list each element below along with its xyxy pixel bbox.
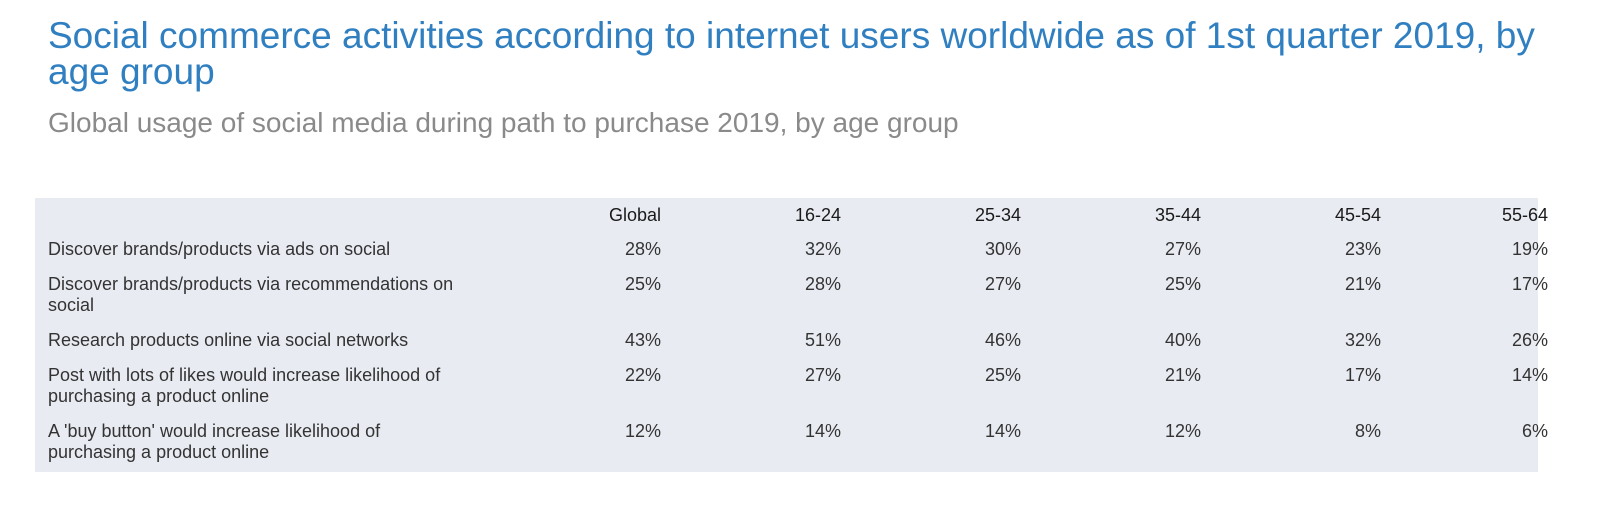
- row-label: Discover brands/products via recommendat…: [48, 274, 454, 315]
- table-cell: 28%: [624, 239, 661, 259]
- table-cell: 17%: [1511, 274, 1548, 294]
- table-cell: 25%: [624, 274, 661, 294]
- table-cell: 23%: [1344, 239, 1381, 259]
- table-cell: 28%: [804, 274, 841, 294]
- table-cell: 12%: [624, 421, 661, 441]
- data-table: Global 16-24 25-34 35-44 45-54 55-64 Dis…: [35, 198, 1561, 477]
- chart-title: Social commerce activities according to …: [48, 15, 1535, 92]
- table-cell: 40%: [1164, 330, 1201, 350]
- table-cell: 25%: [984, 365, 1021, 385]
- table-cell: 51%: [804, 330, 841, 350]
- table-cell: 43%: [624, 330, 661, 350]
- table-cell: 19%: [1511, 239, 1548, 259]
- table-row: A 'buy button' would increase likelihood…: [35, 421, 1561, 477]
- table-cell: 27%: [984, 274, 1021, 294]
- table-row: Research products online via social netw…: [35, 330, 1561, 365]
- row-label: Research products online via social netw…: [48, 330, 409, 350]
- table-cell: 25%: [1164, 274, 1201, 294]
- column-header: 16-24: [794, 205, 841, 225]
- table-cell: 6%: [1521, 421, 1548, 441]
- table-cell: 46%: [984, 330, 1021, 350]
- column-header: 25-34: [974, 205, 1021, 225]
- table-row: Discover brands/products via ads on soci…: [35, 239, 1561, 274]
- table-cell: 12%: [1164, 421, 1201, 441]
- column-header: Global: [608, 205, 661, 225]
- column-header: 35-44: [1154, 205, 1201, 225]
- data-table-container: Global 16-24 25-34 35-44 45-54 55-64 Dis…: [35, 198, 1548, 472]
- table-cell: 14%: [1511, 365, 1548, 385]
- table-cell: 8%: [1354, 421, 1381, 441]
- table-row: Discover brands/products via recommendat…: [35, 274, 1561, 330]
- table-cell: 27%: [804, 365, 841, 385]
- table-cell: 21%: [1164, 365, 1201, 385]
- table-cell: 32%: [1344, 330, 1381, 350]
- table-cell: 22%: [624, 365, 661, 385]
- table-cell: 17%: [1344, 365, 1381, 385]
- table-cell: 26%: [1511, 330, 1548, 350]
- table-header-row: Global 16-24 25-34 35-44 45-54 55-64: [35, 198, 1561, 239]
- row-label: A 'buy button' would increase likelihood…: [48, 421, 381, 462]
- row-label: Discover brands/products via ads on soci…: [48, 239, 391, 259]
- table-cell: 30%: [984, 239, 1021, 259]
- column-header: 45-54: [1334, 205, 1381, 225]
- table-cell: 14%: [804, 421, 841, 441]
- table-cell: 27%: [1164, 239, 1201, 259]
- chart-subtitle: Global usage of social media during path…: [48, 107, 959, 138]
- column-header: 55-64: [1501, 205, 1548, 225]
- table-row: Post with lots of likes would increase l…: [35, 365, 1561, 421]
- table-cell: 21%: [1344, 274, 1381, 294]
- table-cell: 14%: [984, 421, 1021, 441]
- table-cell: 32%: [804, 239, 841, 259]
- row-label: Post with lots of likes would increase l…: [48, 365, 441, 406]
- header-label-cell: [35, 198, 481, 239]
